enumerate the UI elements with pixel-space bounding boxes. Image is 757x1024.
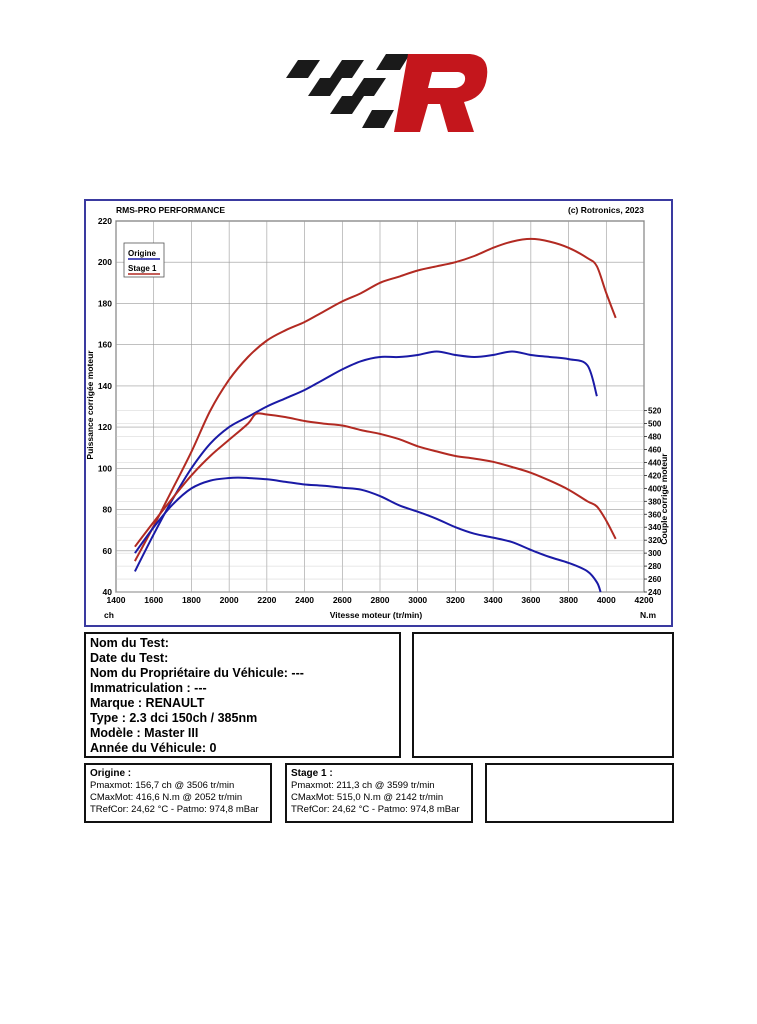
blank-box xyxy=(485,763,674,823)
model-line: Modèle : Master III xyxy=(90,726,199,740)
origine-cmax: CMaxMot: 416,6 N.m @ 2052 tr/min xyxy=(90,792,243,803)
x-tick-label: 4000 xyxy=(597,595,616,605)
chart-header-left: RMS-PRO PERFORMANCE xyxy=(116,205,225,215)
y2-tick-label: 260 xyxy=(648,575,662,584)
y2-tick-label: 440 xyxy=(648,458,662,467)
origine-results-box: Origine : Pmaxmot: 156,7 ch @ 3506 tr/mi… xyxy=(84,763,272,823)
vehicle-year-line: Année du Véhicule: 0 xyxy=(90,741,217,755)
brand-line: Marque : RENAULT xyxy=(90,696,205,710)
origine-results-title: Origine : xyxy=(90,768,132,779)
x-tick-label: 3200 xyxy=(446,595,465,605)
test-info-box: Nom du Test: Date du Test: Nom du Propri… xyxy=(84,632,401,758)
x-tick-label: 1600 xyxy=(144,595,163,605)
registration-line: Immatriculation : --- xyxy=(90,681,207,695)
x-axis-label: Vitesse moteur (tr/min) xyxy=(330,610,423,620)
y2-tick-label: 520 xyxy=(648,407,662,416)
origine-tref: TRefCor: 24,62 °C - Patmo: 974,8 mBar xyxy=(90,804,259,815)
y2-tick-label: 280 xyxy=(648,562,662,571)
y-tick-label: 60 xyxy=(103,546,113,556)
test-date-line: Date du Test: xyxy=(90,651,169,665)
y-axis-label: Puissance corrigée moteur xyxy=(85,350,95,460)
x-tick-label: 2200 xyxy=(257,595,276,605)
chart-header-right: (c) Rotronics, 2023 xyxy=(568,205,644,215)
origine-pmax: Pmaxmot: 156,7 ch @ 3506 tr/min xyxy=(90,780,235,791)
x-unit-right-label: N.m xyxy=(640,610,657,620)
y2-tick-label: 400 xyxy=(648,484,662,493)
y-tick-label: 120 xyxy=(98,422,112,432)
dyno-chart: RMS-PRO PERFORMANCE (c) Rotronics, 2023 … xyxy=(85,205,669,620)
stage1-results-box: Stage 1 : Pmaxmot: 211,3 ch @ 3599 tr/mi… xyxy=(285,763,473,823)
y-tick-label: 100 xyxy=(98,463,112,473)
stage1-results-title: Stage 1 : xyxy=(291,768,333,779)
y2-tick-label: 480 xyxy=(648,433,662,442)
origine-torque-line xyxy=(134,476,602,593)
legend-stage1-label: Stage 1 xyxy=(128,264,157,273)
y2-tick-label: 500 xyxy=(648,420,662,429)
y-tick-label: 200 xyxy=(98,257,112,267)
owner-line: Nom du Propriétaire du Véhicule: --- xyxy=(90,666,304,680)
y2-tick-label: 240 xyxy=(648,588,662,597)
rms-pro-logo-icon xyxy=(286,54,488,132)
y2-tick-label: 340 xyxy=(648,523,662,532)
blank-box xyxy=(412,632,674,758)
stage1-tref: TRefCor: 24,62 °C - Patmo: 974,8 mBar xyxy=(291,804,460,815)
x-tick-label: 2400 xyxy=(295,595,314,605)
type-line: Type : 2.3 dci 150ch / 385nm xyxy=(90,711,258,725)
y-tick-label: 220 xyxy=(98,216,112,226)
chart-legend: Origine Stage 1 xyxy=(123,242,165,278)
y2-tick-label: 420 xyxy=(648,471,662,480)
stage1-power-line xyxy=(134,237,617,562)
y2-tick-label: 320 xyxy=(648,536,662,545)
x-tick-label: 3600 xyxy=(521,595,540,605)
y2-tick-label: 460 xyxy=(648,445,662,454)
test-name-line: Nom du Test: xyxy=(90,636,169,650)
y-tick-label: 80 xyxy=(103,505,113,515)
y2-tick-label: 380 xyxy=(648,497,662,506)
x-tick-label: 4200 xyxy=(635,595,654,605)
stage1-torque-line xyxy=(134,412,617,548)
origine-power-line xyxy=(134,350,598,572)
x-tick-label: 2600 xyxy=(333,595,352,605)
y2-axis-label: Couple corrigé moteur xyxy=(659,453,669,545)
x-tick-label: 1400 xyxy=(107,595,126,605)
y-tick-label: 40 xyxy=(103,587,113,597)
stage1-cmax: CMaxMot: 515,0 N.m @ 2142 tr/min xyxy=(291,792,444,803)
y-tick-label: 160 xyxy=(98,340,112,350)
legend-origine-label: Origine xyxy=(128,249,157,258)
x-tick-label: 3400 xyxy=(484,595,503,605)
x-tick-label: 3000 xyxy=(408,595,427,605)
x-tick-label: 1800 xyxy=(182,595,201,605)
x-tick-label: 3800 xyxy=(559,595,578,605)
stage1-pmax: Pmaxmot: 211,3 ch @ 3599 tr/min xyxy=(291,780,435,791)
y-tick-label: 140 xyxy=(98,381,112,391)
x-tick-label: 2000 xyxy=(220,595,239,605)
x-unit-label: ch xyxy=(104,610,114,620)
y2-tick-label: 360 xyxy=(648,510,662,519)
chart-frame xyxy=(84,199,673,627)
y-tick-label: 180 xyxy=(98,298,112,308)
y2-tick-label: 300 xyxy=(648,549,662,558)
x-tick-label: 2800 xyxy=(371,595,390,605)
